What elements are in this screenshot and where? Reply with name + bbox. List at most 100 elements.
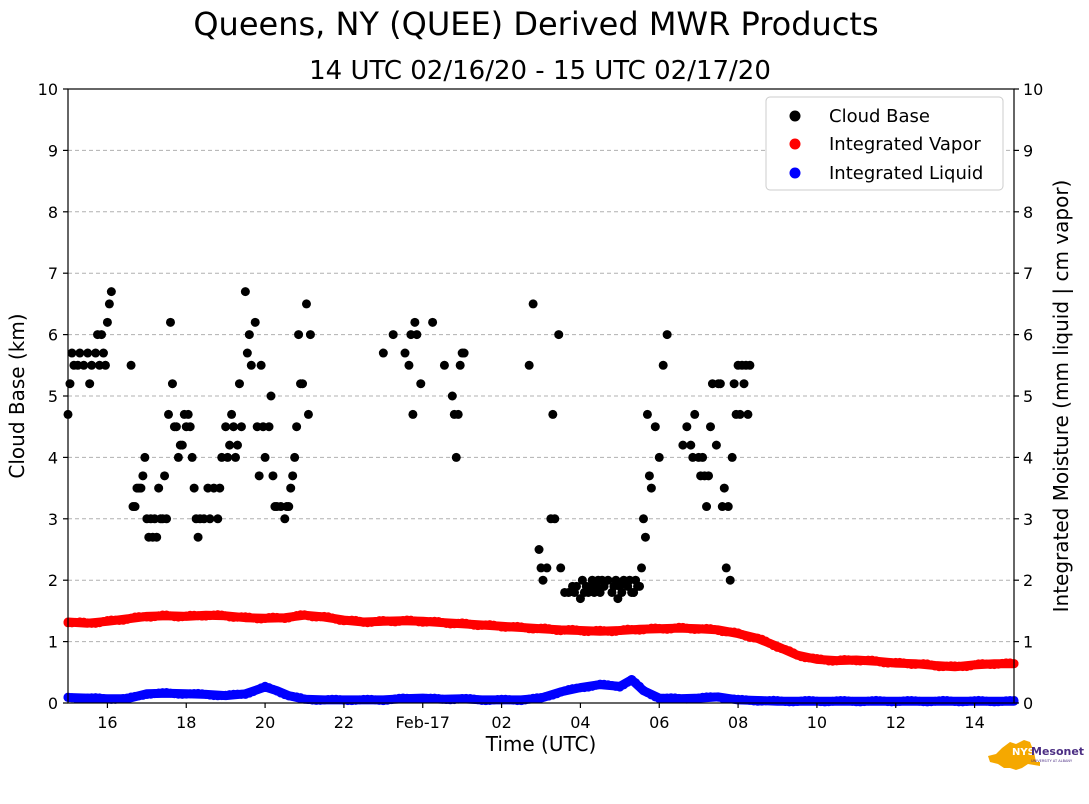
- cloud-base-point: [231, 452, 241, 462]
- cloud-base-point: [654, 452, 664, 462]
- cloud-base-point: [106, 287, 116, 297]
- y-tick-label: 4: [48, 448, 58, 467]
- series-integrated-liquid: [63, 674, 1019, 707]
- y-tick-label-right: 3: [1023, 510, 1033, 529]
- cloud-base-point: [635, 581, 645, 591]
- y-tick-label-right: 8: [1023, 203, 1033, 222]
- cloud-base-point: [266, 391, 276, 401]
- x-tick-label: 14: [964, 713, 984, 732]
- cloud-base-point: [408, 409, 418, 419]
- cloud-base-point: [227, 409, 237, 419]
- y-tick-label: 6: [48, 326, 58, 345]
- x-tick-label: 04: [570, 713, 590, 732]
- x-axis-label: Time (UTC): [485, 732, 597, 756]
- cloud-base-point: [416, 379, 426, 389]
- y-tick-label: 3: [48, 510, 58, 529]
- cloud-base-point: [288, 471, 298, 481]
- cloud-base-point: [75, 348, 85, 358]
- plot-series: [63, 287, 1019, 707]
- cloud-base-point: [459, 348, 469, 358]
- cloud-base-point: [104, 299, 114, 309]
- legend-entry-integrated-liquid: Integrated Liquid: [829, 163, 983, 184]
- cloud-base-point: [229, 422, 239, 432]
- cloud-base-point: [290, 452, 300, 462]
- y-tick-label-right: 6: [1023, 326, 1033, 345]
- cloud-base-point: [140, 452, 150, 462]
- y-tick-label-right: 9: [1023, 141, 1033, 160]
- cloud-base-point: [556, 563, 566, 573]
- cloud-base-point: [171, 422, 181, 432]
- y-tick-label: 2: [48, 571, 58, 590]
- cloud-base-point: [571, 581, 581, 591]
- cloud-base-point: [453, 409, 463, 419]
- cloud-base-point: [603, 575, 613, 585]
- cloud-base-point: [378, 348, 388, 358]
- cloud-base-point: [173, 452, 183, 462]
- cloud-base-point: [617, 587, 627, 597]
- cloud-base-point: [305, 330, 315, 340]
- legend-box: [765, 96, 1004, 191]
- cloud-base-point: [162, 514, 172, 524]
- x-tick-label: 08: [728, 713, 748, 732]
- y-axis-right-label: Integrated Moisture (mm liquid | cm vapo…: [1049, 180, 1073, 613]
- cloud-base-point: [185, 422, 195, 432]
- x-tick-label: 22: [334, 713, 354, 732]
- cloud-base-point: [284, 502, 294, 512]
- cloud-base-point: [87, 360, 97, 370]
- cloud-base-point: [280, 514, 290, 524]
- legend-marker-integrated-vapor: [789, 138, 801, 150]
- cloud-base-point: [638, 514, 648, 524]
- cloud-base-point: [97, 330, 107, 340]
- cloud-base-point: [550, 514, 560, 524]
- cloud-base-point: [254, 471, 264, 481]
- cloud-base-point: [412, 330, 422, 340]
- cloud-base-point: [136, 483, 146, 493]
- cloud-base-point: [678, 440, 688, 450]
- x-tick-label: 06: [649, 713, 669, 732]
- cloud-base-point: [225, 440, 235, 450]
- cloud-base-point: [83, 348, 93, 358]
- cloud-base-point: [451, 452, 461, 462]
- cloud-base-point: [739, 379, 749, 389]
- cloud-base-point: [646, 483, 656, 493]
- series-integrated-vapor: [63, 610, 1019, 672]
- x-tick-label: 18: [176, 713, 196, 732]
- cloud-base-point: [388, 330, 398, 340]
- cloud-base-point: [727, 452, 737, 462]
- cloud-base-point: [719, 483, 729, 493]
- cloud-base-point: [85, 379, 95, 389]
- cloud-base-point: [428, 317, 438, 327]
- cloud-base-point: [138, 471, 148, 481]
- cloud-base-point: [189, 483, 199, 493]
- cloud-base-point: [183, 409, 193, 419]
- cloud-base-point: [256, 360, 266, 370]
- x-tick-label: 20: [255, 713, 275, 732]
- cloud-base-point: [205, 514, 215, 524]
- y-tick-label-right: 5: [1023, 387, 1033, 406]
- cloud-base-point: [177, 440, 187, 450]
- cloud-base-point: [246, 360, 256, 370]
- cloud-base-point: [702, 502, 712, 512]
- logo-subtext: UNIVERSITY AT ALBANY: [1031, 759, 1073, 763]
- cloud-base-point: [455, 360, 465, 370]
- cloud-base-point: [640, 532, 650, 542]
- cloud-base-point: [102, 317, 112, 327]
- cloud-base-point: [410, 317, 420, 327]
- cloud-base-point: [167, 379, 177, 389]
- cloud-base-point: [79, 360, 89, 370]
- cloud-base-point: [554, 330, 564, 340]
- cloud-base-point: [698, 452, 708, 462]
- cloud-base-point: [193, 532, 203, 542]
- cloud-base-point: [721, 563, 731, 573]
- cloud-base-point: [711, 440, 721, 450]
- cloud-base-point: [686, 440, 696, 450]
- y-tick-label-right: 0: [1023, 694, 1033, 713]
- new-york-state-icon: [988, 740, 1040, 770]
- cloud-base-point: [240, 287, 250, 297]
- cloud-base-point: [164, 409, 174, 419]
- cloud-base-point: [404, 360, 414, 370]
- logo-nys-text: NYS: [1012, 747, 1035, 758]
- cloud-base-point: [400, 348, 410, 358]
- cloud-base-point: [303, 409, 313, 419]
